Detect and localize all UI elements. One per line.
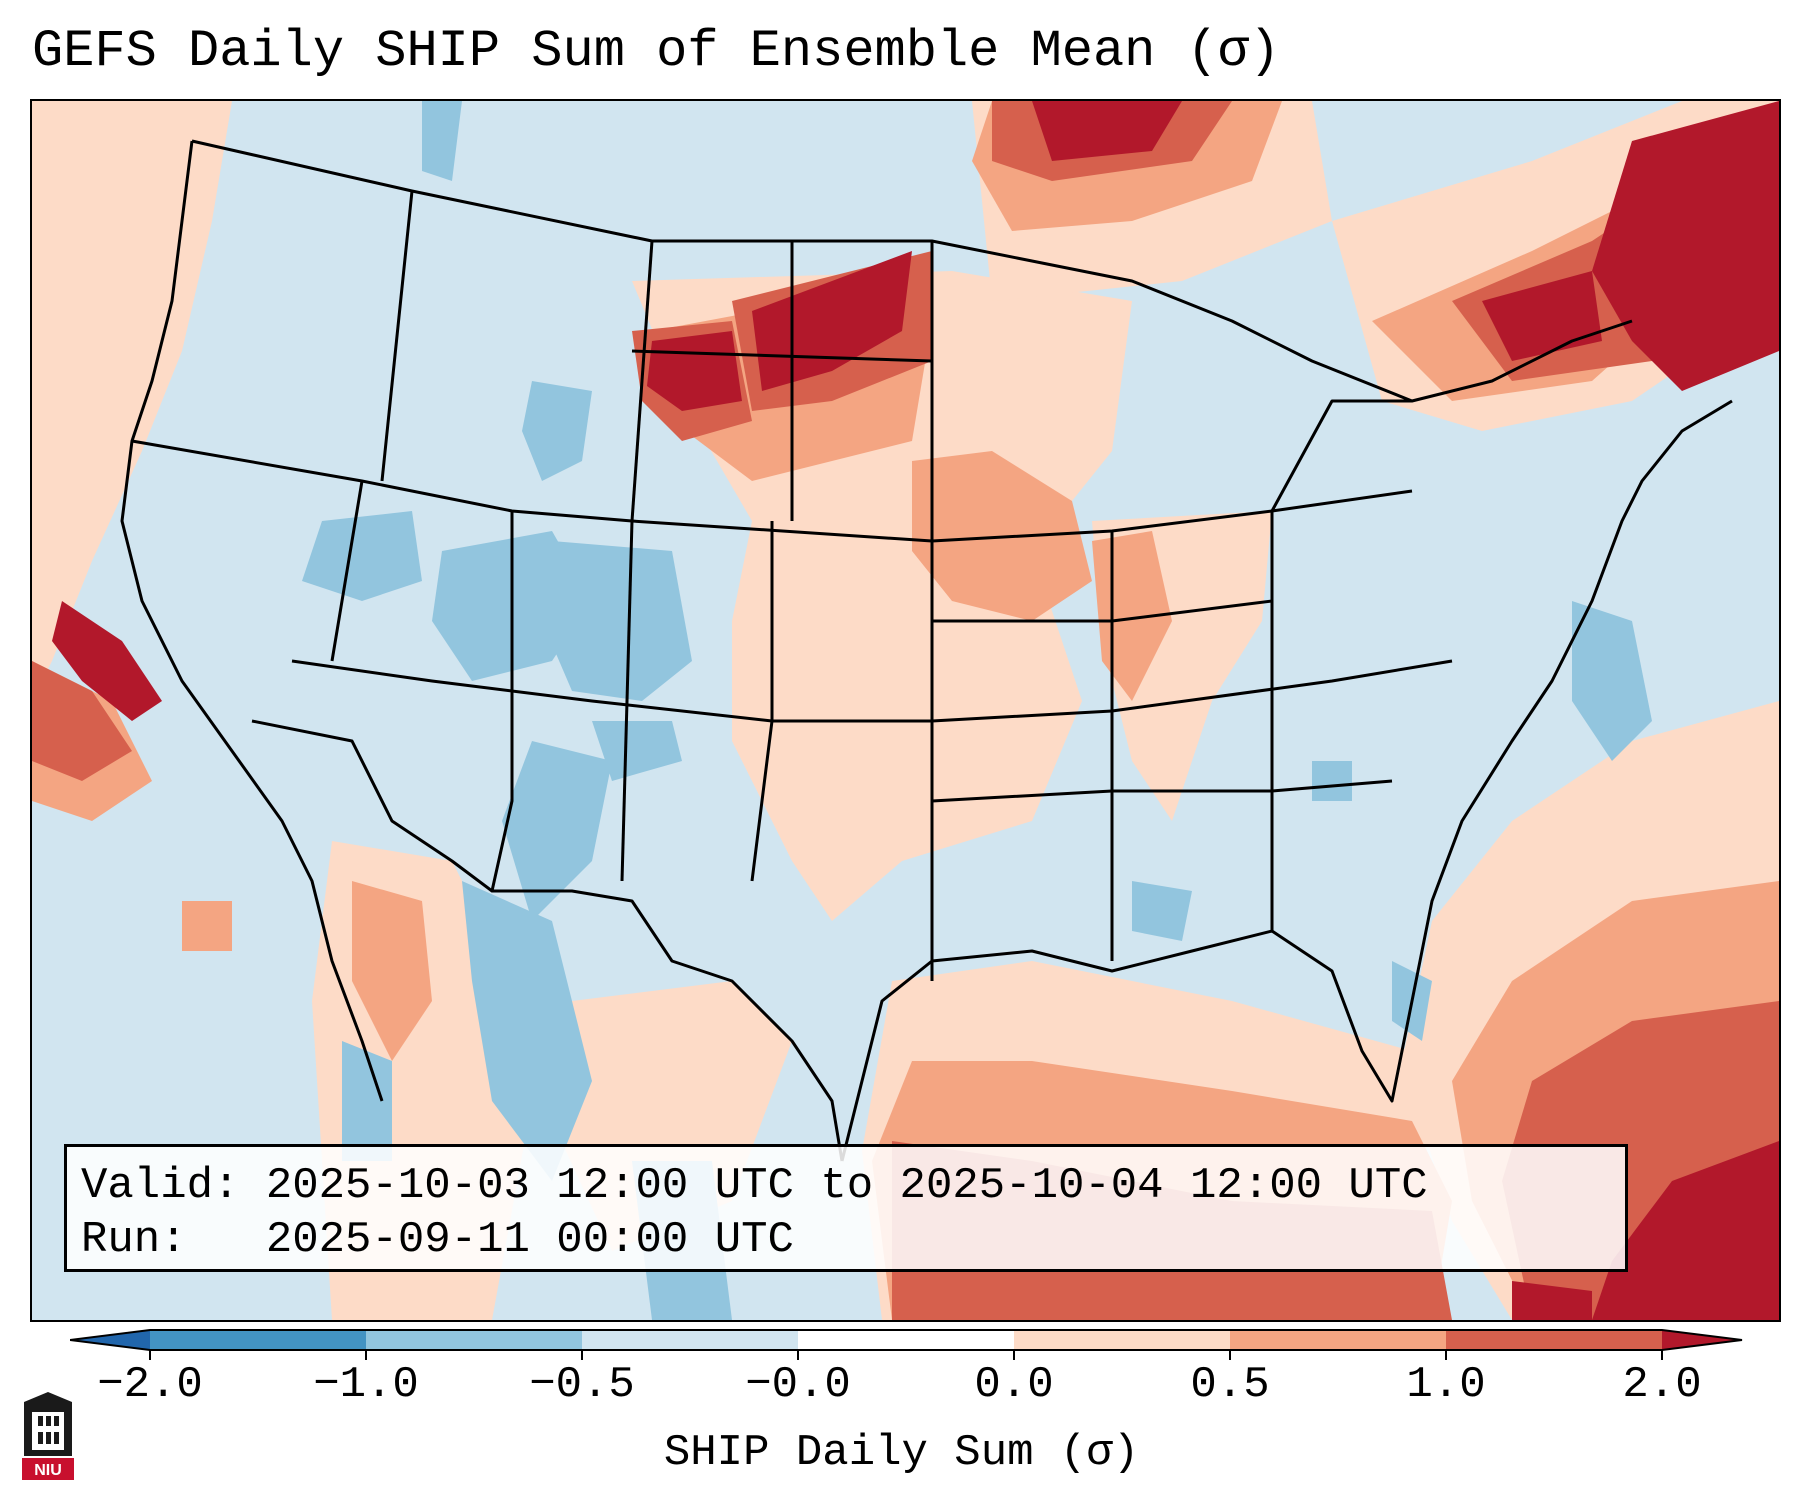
- canada-border: [191, 139, 1633, 403]
- tick-label: −0.5: [529, 1360, 635, 1410]
- state-line-nv-ca: [330, 480, 364, 662]
- negative-field: [302, 101, 1652, 1320]
- valid-row: Valid: 2025-10-03 12:00 UTC to 2025-10-0…: [81, 1161, 1428, 1211]
- colorbar-bin-4: [798, 1330, 1014, 1350]
- colorbar-bin-2: [366, 1330, 582, 1350]
- state-line-nm-tx: [620, 520, 634, 882]
- tick-label: −1.0: [313, 1360, 419, 1410]
- run-value: 2025-09-11 00:00 UTC: [265, 1215, 794, 1265]
- logo-text: NIU: [34, 1462, 62, 1479]
- colorbar-above-triangle: [1662, 1330, 1742, 1350]
- valid-value: 2025-10-03 12:00 UTC to 2025-10-04 12:00…: [265, 1161, 1428, 1211]
- state-line-nd-sd: [631, 349, 933, 363]
- colorbar-ticks: [149, 1350, 1663, 1360]
- state-line-co-ks: [750, 521, 774, 882]
- tick-label: −0.0: [745, 1360, 851, 1410]
- niu-logo-icon: NIU: [22, 1392, 74, 1480]
- tick-label: 0.0: [974, 1360, 1054, 1410]
- map-panel: [30, 99, 1781, 1322]
- mexico-border: [251, 719, 844, 1162]
- valid-label: Valid:: [81, 1161, 240, 1211]
- tick-label: −2.0: [97, 1360, 203, 1410]
- anomaly-fields: [32, 101, 1779, 1320]
- colorbar-bin-5: [1014, 1330, 1230, 1350]
- run-row: Run: 2025-09-11 00:00 UTC: [81, 1215, 794, 1265]
- state-line-north: [131, 439, 1413, 543]
- tick-label: 1.0: [1406, 1360, 1486, 1410]
- state-line-id: [380, 190, 414, 482]
- colorbar-bin-3: [582, 1330, 798, 1350]
- west-coastline: [120, 140, 384, 1102]
- colorbar-label: SHIP Daily Sum (σ): [663, 1428, 1140, 1478]
- state-line-south: [931, 779, 1393, 803]
- colorbar: [70, 1329, 1743, 1360]
- tick-label: 2.0: [1622, 1360, 1702, 1410]
- state-line-mt: [630, 240, 654, 522]
- colorbar-below-triangle: [70, 1330, 150, 1350]
- validity-info-box: Valid: 2025-10-03 12:00 UTC to 2025-10-0…: [64, 1144, 1628, 1272]
- anomaly-map: [32, 101, 1779, 1320]
- colorbar-bin-7: [1446, 1330, 1662, 1350]
- colorbar-bin-6: [1230, 1330, 1446, 1350]
- boundaries: [120, 139, 1733, 1162]
- map-title: GEFS Daily SHIP Sum of Ensemble Mean (σ): [32, 22, 1281, 81]
- state-line-great-lakes: [1270, 399, 1412, 512]
- colorbar-bin-1: [150, 1330, 366, 1350]
- tick-label: 0.5: [1190, 1360, 1270, 1410]
- state-line-mo-tn: [932, 599, 1273, 623]
- state-line-central: [291, 659, 1453, 723]
- run-label: Run:: [81, 1215, 187, 1265]
- east-gulf-coastline: [840, 399, 1733, 1162]
- state-line-az-nm: [490, 511, 514, 892]
